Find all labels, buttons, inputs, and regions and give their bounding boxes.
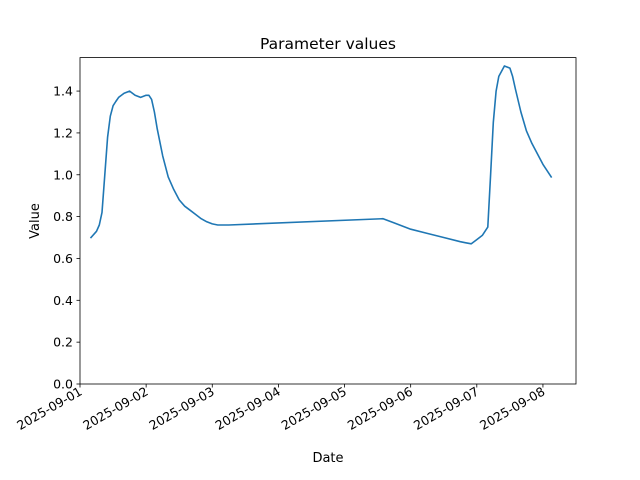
y-tick-label: 0.6	[53, 251, 73, 266]
x-tick-label: 2025-09-06	[345, 384, 415, 433]
x-tick-label: 2025-09-01	[14, 384, 84, 433]
y-tick-label: 1.4	[53, 84, 73, 99]
y-tick-label: 0.4	[53, 293, 73, 308]
y-tick-label: 1.2	[53, 125, 73, 140]
series-line	[89, 65, 553, 245]
x-tick-label: 2025-09-04	[212, 384, 282, 433]
x-tick-label: 2025-09-08	[477, 384, 547, 433]
plot-frame	[79, 57, 577, 385]
x-tick-label: 2025-09-02	[80, 384, 150, 433]
y-axis-label: Value	[28, 203, 43, 239]
y-tick-label: 1.0	[53, 167, 73, 182]
x-axis-label: Date	[312, 451, 343, 466]
y-tick-label: 0.2	[53, 335, 73, 350]
x-axis: 2025-09-012025-09-022025-09-032025-09-04…	[14, 384, 547, 433]
chart-title: Parameter values	[260, 35, 396, 53]
y-tick-label: 0.8	[53, 209, 73, 224]
x-tick-label: 2025-09-07	[411, 384, 481, 433]
x-tick-label: 2025-09-05	[279, 384, 349, 433]
y-axis: 0.0 0.2 0.4 0.6 0.8 1.0 1.2 1.4	[53, 84, 80, 392]
x-tick-label: 2025-09-03	[146, 384, 216, 433]
y-tick-label: 0.0	[53, 377, 73, 392]
